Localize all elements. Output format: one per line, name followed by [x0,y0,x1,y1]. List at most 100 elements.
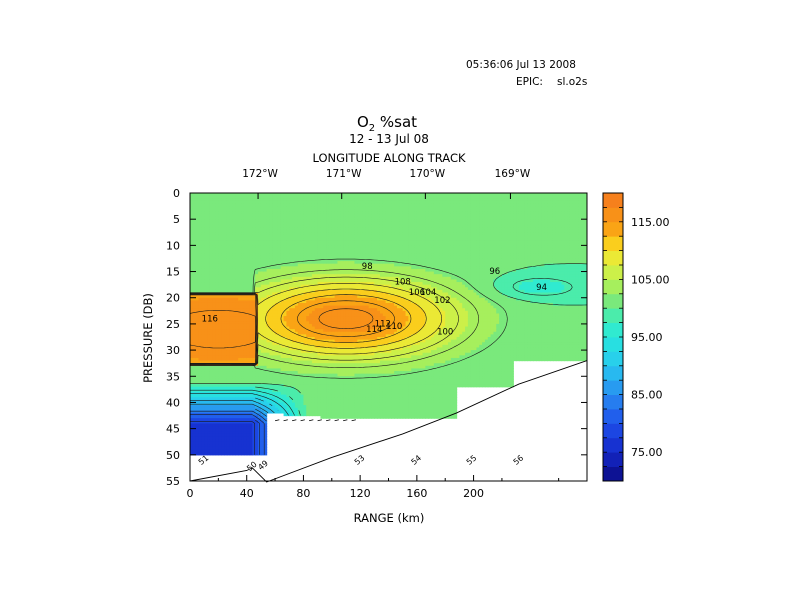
field-cell [221,227,225,231]
field-cell [190,200,194,205]
field-cell [198,295,202,299]
field-cell [232,195,236,199]
field-cell [209,227,214,231]
field-cell [221,371,225,375]
field-cell [218,446,222,451]
field-cell [190,431,194,435]
field-cell [198,213,202,218]
field-cell [192,200,197,205]
field-cell [224,219,228,223]
field-cell [226,428,231,432]
field-cell [209,258,214,262]
field-cell [204,206,208,210]
field-cell [192,321,197,325]
field-cell [204,213,208,218]
field-cell [226,386,231,390]
field-cell [209,232,214,236]
field-cell [212,253,217,257]
field-cell [190,399,194,404]
field-cell [226,368,231,372]
field-cell [190,397,194,401]
field-cell [232,342,236,346]
field-cell [195,274,200,278]
field-cell [229,245,234,249]
field-cell [226,200,231,205]
field-cell [195,399,200,404]
field-cell [221,268,225,273]
field-cell [218,224,222,228]
field-cell [232,386,236,390]
field-cell [209,350,214,354]
field-cell [207,247,211,252]
field-cell [212,295,217,299]
field-cell [201,331,205,335]
field-cell [198,255,202,260]
field-cell [198,266,202,270]
field-cell [224,308,228,312]
field-cell [204,221,208,226]
field-cell [204,441,208,445]
field-cell [204,378,208,383]
field-cell [198,195,202,199]
field-cell [195,431,200,435]
field-cell [207,195,211,199]
field-cell [209,279,214,283]
field-cell [224,242,228,246]
field-cell [224,399,228,404]
field-cell [192,229,197,233]
field-cell [209,389,214,393]
field-cell [204,323,208,328]
field-cell [212,271,217,275]
field-cell [226,302,231,307]
field-cell [215,234,219,239]
field-cell [221,203,225,207]
field-cell [212,279,217,283]
field-cell [209,289,214,294]
field-cell [209,316,214,320]
field-cell [207,318,211,322]
field-cell [215,452,219,456]
field-cell [209,253,214,257]
field-cell [195,384,200,388]
field-cell [229,407,234,411]
field-cell [215,337,219,341]
field-cell [207,428,211,432]
field-cell [198,300,202,304]
field-cell [207,229,211,233]
field-cell [229,423,234,427]
field-cell [232,326,236,330]
field-cell [190,436,194,440]
field-cell [224,355,228,359]
field-cell [221,446,225,451]
field-cell [192,331,197,335]
field-cell [221,321,225,325]
field-cell [198,263,202,267]
field-cell [201,313,205,317]
field-cell [218,193,222,197]
field-cell [212,389,217,393]
field-cell [226,326,231,330]
field-cell [224,342,228,346]
field-cell [204,420,208,424]
field-cell [195,250,200,254]
field-cell [224,405,228,409]
field-cell [229,237,234,241]
field-cell [195,350,200,354]
field-cell [198,216,202,220]
field-cell [226,355,231,359]
chart-title: O2 %sat [357,113,417,134]
field-cell [218,302,222,307]
field-cell [192,216,197,220]
field-cell [215,274,219,278]
field-cell [224,368,228,372]
field-cell [226,234,231,239]
field-cell [190,376,194,380]
field-cell [221,397,225,401]
field-cell [229,295,234,299]
field-cell [192,384,197,388]
field-cell [229,266,234,270]
field-cell [215,334,219,338]
field-cell [195,297,200,301]
field-cell [190,415,194,419]
field-cell [215,300,219,304]
